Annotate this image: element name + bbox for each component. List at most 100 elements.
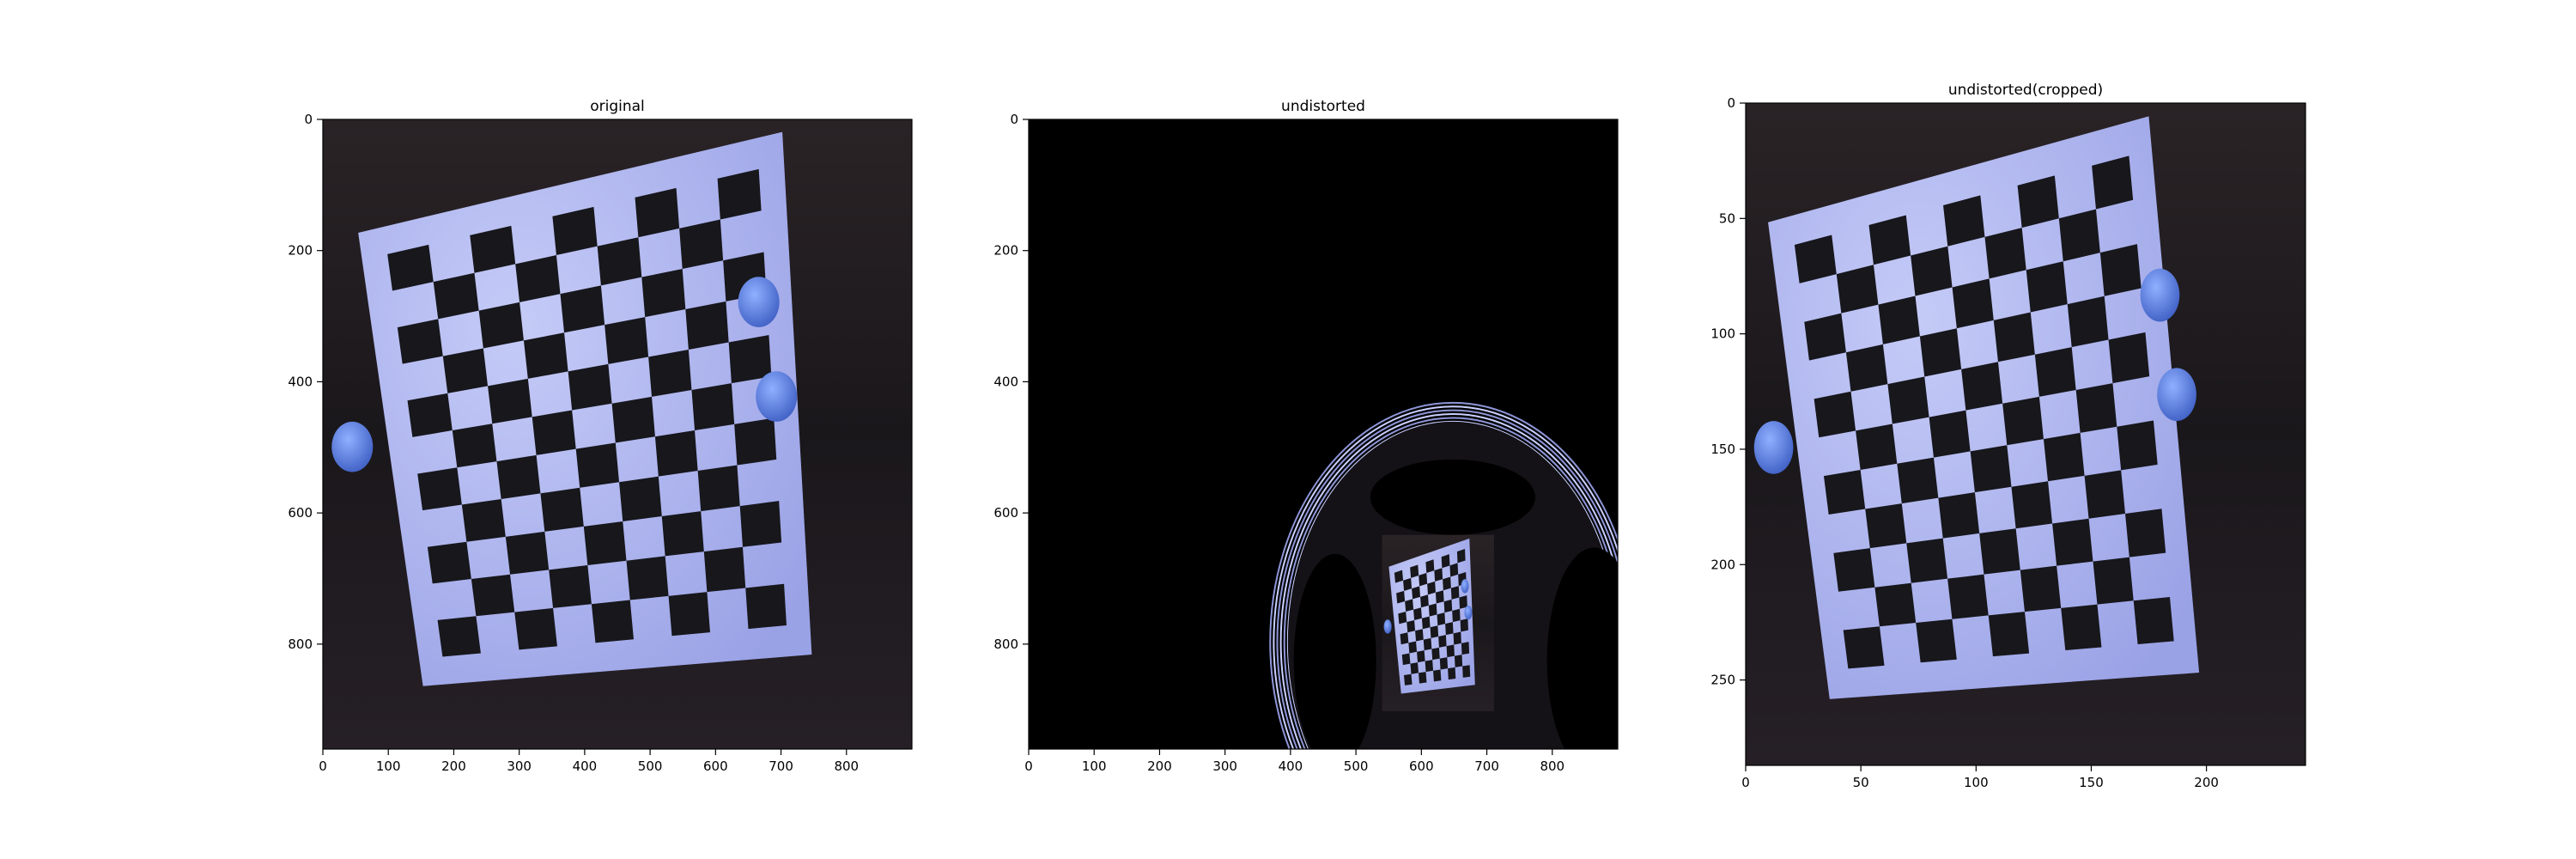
checker-square [1970,445,2012,493]
checker-square [661,511,704,557]
x-tick-label: 400 [1279,758,1303,774]
checker-square [1961,362,2003,411]
checker-square [1993,312,2035,362]
warp-hole [1370,459,1535,535]
warp-ring [1276,409,1618,749]
glove [756,371,798,422]
checker-square [1833,548,1875,592]
checker-square [619,476,662,521]
x-tick-label: 150 [2079,775,2104,790]
x-tick-label: 600 [1409,758,1434,774]
glove [738,277,780,327]
checker-square [1446,644,1455,658]
checker-square [1394,570,1404,583]
checker-square [1460,618,1468,632]
checker-square [597,237,642,286]
checker-square [1865,503,1907,549]
checker-square [1988,612,2030,657]
checker-square [691,383,735,431]
checker-square [605,317,649,364]
x-tick-label: 700 [769,758,793,774]
warp-ring [1269,401,1618,749]
checker-square [1449,563,1459,577]
y-tick-label: 200 [1710,557,1735,572]
x-tick-label: 400 [573,758,598,774]
checker-square [1843,626,1885,669]
checker-square [2002,396,2044,446]
y-tick-label: 200 [288,243,313,259]
panel-title: undistorted [1281,98,1365,115]
checker-square [2067,295,2109,348]
checker-square [2125,509,2166,557]
checker-square [407,393,453,437]
checker-square [2092,155,2134,210]
checker-square [1952,278,1994,329]
checker-square [2017,175,2059,228]
checker-square [2117,420,2158,471]
checker-square [1804,313,1846,361]
checker-square [1919,328,1962,377]
checker-square [471,574,515,617]
checker-square [1856,423,1898,470]
checker-square [2043,432,2085,482]
y-tick-label: 100 [1710,326,1735,342]
glove [331,421,374,472]
checker-square [1403,577,1413,591]
panel-title: original [590,98,645,115]
checker-square [626,556,669,600]
checker-square [1984,228,2026,279]
checker-square [417,467,462,511]
checker-square [728,335,772,384]
checker-square [1887,376,1929,424]
checker-square [437,616,481,657]
checker-square [496,454,541,499]
glove [2140,268,2180,322]
checker-square [1412,586,1421,600]
checker-square [2020,565,2062,612]
checker-square [1413,607,1422,620]
checker-square [1417,650,1425,663]
checker-square [739,501,782,547]
checker-square [560,285,605,333]
checker-square [1406,619,1416,633]
checker-square [549,565,592,608]
checker-square [1456,548,1466,564]
checker-square [1398,612,1407,624]
x-tick-label: 0 [1741,775,1750,790]
checker-square [1445,622,1454,636]
checker-square [1878,295,1920,344]
checker-square [1401,653,1411,666]
checker-square [1423,637,1432,651]
panel-title: undistorted(cropped) [1948,82,2103,99]
x-tick-label: 200 [1147,758,1172,774]
checker-square [1906,538,1948,583]
checker-square [734,417,777,466]
checker-square [1454,655,1463,667]
checker-square [1929,410,1971,458]
checker-square [685,301,729,350]
checker-square [2099,244,2142,296]
checker-square [1405,599,1414,612]
y-tick-label: 0 [304,112,313,127]
checker-square [1868,215,1911,265]
checker-square [717,168,762,220]
x-tick-label: 100 [1964,775,1989,790]
checker-square [1874,582,1917,627]
x-tick-label: 0 [1024,758,1033,774]
y-tick-label: 250 [1710,673,1735,688]
checker-square [1845,344,1888,392]
checker-square [1419,573,1428,587]
checker-square [1428,603,1437,617]
checker-square [1435,590,1444,604]
checker-square [2034,347,2076,397]
checker-square [470,225,516,273]
panel-2: undistorted(cropped) 0 50 100 150 200 0 50 100 15… [1710,82,2306,790]
checker-square [2058,209,2100,262]
checker-square [1431,647,1440,661]
checker-square [2075,383,2117,433]
checker-square [575,442,620,488]
checker-square [427,541,471,584]
checker-square [452,423,497,468]
x-tick-label: 300 [1212,758,1237,774]
checker-square [1396,590,1406,604]
